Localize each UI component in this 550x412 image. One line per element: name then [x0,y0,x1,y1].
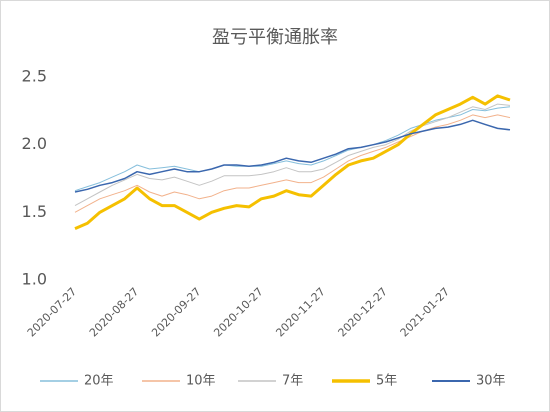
series-line [74,119,511,193]
y-tick-label: 2.5 [22,67,47,86]
series-line [74,114,511,213]
chart-title: 盈亏平衡通胀率 [212,27,338,48]
series-line [74,103,511,207]
y-tick-label: 2.0 [22,134,47,153]
y-tick-label: 1.5 [22,202,47,221]
legend-label: 7年 [282,374,303,389]
y-tick-label: 1.0 [22,270,47,289]
series-line [74,106,511,192]
legend-label: 10年 [186,374,216,389]
legend-label: 30年 [476,374,506,389]
series-line [74,94,511,230]
legend-label: 5年 [376,374,397,389]
legend-label: 20年 [84,374,114,389]
